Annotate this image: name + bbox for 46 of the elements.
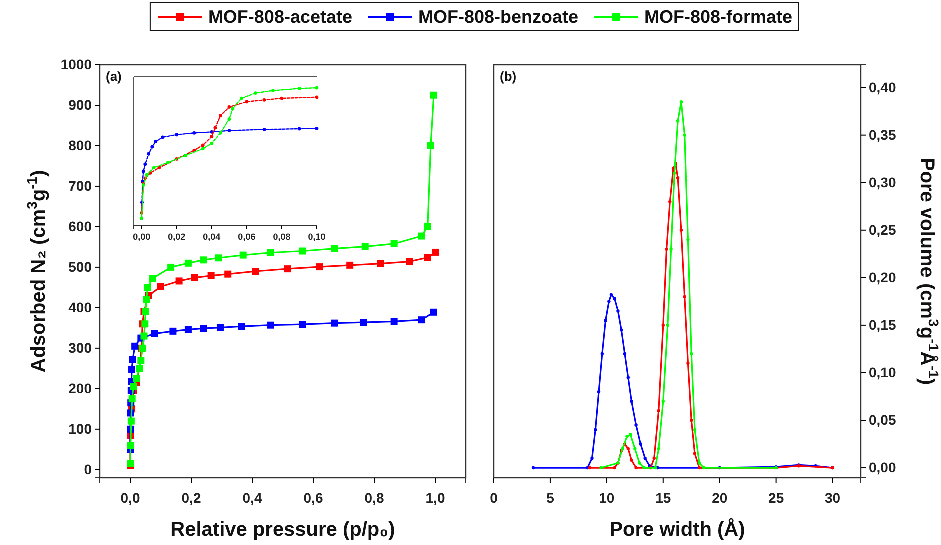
annotation: (b) xyxy=(500,69,517,84)
x-tick-label: 0,00 xyxy=(133,232,151,242)
legend-label: MOF-808-benzoate xyxy=(418,7,579,27)
y2-tick-label: 0,05 xyxy=(869,412,896,428)
x-tick-label: 0,4 xyxy=(242,490,262,506)
y-tick-label: 0 xyxy=(84,461,92,478)
x-axis-title: Relative pressure (p/p₀) xyxy=(170,519,396,541)
y-tick-label: 700 xyxy=(68,178,92,194)
y-tick-label: 600 xyxy=(68,218,92,234)
y-tick-label: 400 xyxy=(68,299,92,316)
y2-tick-label: 0,40 xyxy=(869,79,896,96)
x-tick-label: 0,6 xyxy=(304,490,324,506)
y-tick-label: 500 xyxy=(68,258,92,275)
y2-tick-label: 0,15 xyxy=(869,316,896,333)
x-tick-label: 0,8 xyxy=(364,490,384,506)
x-tick-label: 20 xyxy=(712,490,728,506)
y-tick-label: 800 xyxy=(68,137,92,154)
annotation: (a) xyxy=(106,69,122,84)
y2-tick-label: 0,10 xyxy=(869,364,896,380)
x-tick-label: 0,02 xyxy=(168,232,186,242)
x-tick-label: 0,0 xyxy=(120,490,140,506)
y-tick-label: 300 xyxy=(68,340,92,356)
y-tick-label: 100 xyxy=(68,420,92,437)
x-tick-label: 0,10 xyxy=(308,232,326,242)
x-tick-label: 10 xyxy=(599,490,615,506)
y2-tick-label: 0,30 xyxy=(869,174,896,190)
x-tick-label: 1,0 xyxy=(426,490,446,506)
y-tick-label: 900 xyxy=(68,96,92,113)
x-tick-label: 30 xyxy=(824,490,841,506)
x-tick-label: 5 xyxy=(546,490,555,506)
y2-tick-label: 0,25 xyxy=(869,222,896,238)
x-tick-label: 25 xyxy=(768,490,784,506)
y-tick-label: 1000 xyxy=(60,56,92,72)
x-tick-label: 0 xyxy=(490,490,498,506)
x-tick-label: 0,06 xyxy=(238,232,256,242)
legend-label: MOF-808-formate xyxy=(644,7,793,27)
legend-label: MOF-808-acetate xyxy=(208,7,352,27)
y2-tick-label: 0,00 xyxy=(869,460,896,476)
y2-tick-label: 0,20 xyxy=(869,269,896,286)
x-tick-label: 0,08 xyxy=(273,232,291,242)
x-tick-label: 0,04 xyxy=(203,232,221,242)
y-tick-label: 200 xyxy=(68,380,92,396)
x-axis-title: Pore width (Å) xyxy=(610,518,746,541)
y2-tick-label: 0,35 xyxy=(869,126,896,143)
x-tick-label: 0,2 xyxy=(182,490,202,506)
x-tick-label: 15 xyxy=(656,490,672,506)
